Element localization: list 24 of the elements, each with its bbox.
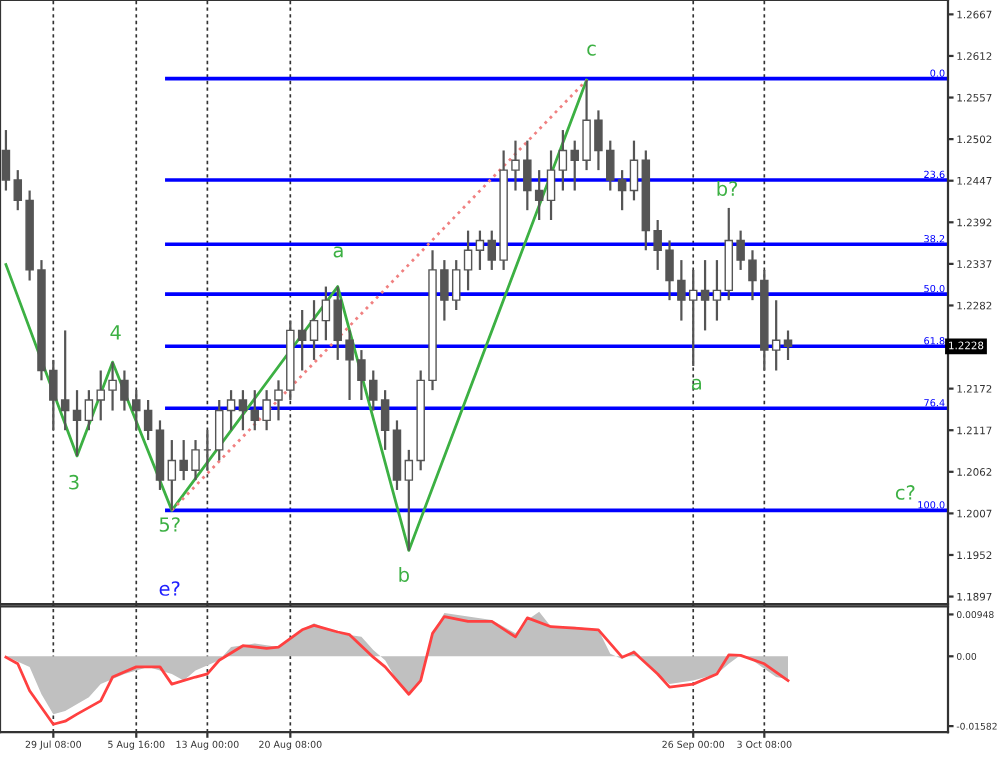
annotation: 4 [110,325,121,340]
candlestick [629,139,639,202]
candlestick [1,128,11,192]
candlestick [72,389,82,458]
candlestick [783,329,793,362]
annotation: 3 [69,474,79,490]
annotation: a [691,378,701,390]
candlestick [475,229,485,272]
candlestick [226,389,236,432]
candlestick [238,389,248,432]
candlestick [463,229,473,292]
candlestick [700,258,710,332]
annotation: e? [159,581,180,596]
annotation: a [333,246,343,258]
line-series [4,78,588,552]
annotation: c [587,44,596,56]
candlestick [309,299,319,362]
candlestick [546,149,556,222]
annotation: 5? [159,517,180,532]
candlestick [712,258,722,322]
annotation: b [399,566,409,582]
candlestick [214,398,224,462]
annotation: c? [895,485,915,500]
annotation: b? [717,180,738,196]
